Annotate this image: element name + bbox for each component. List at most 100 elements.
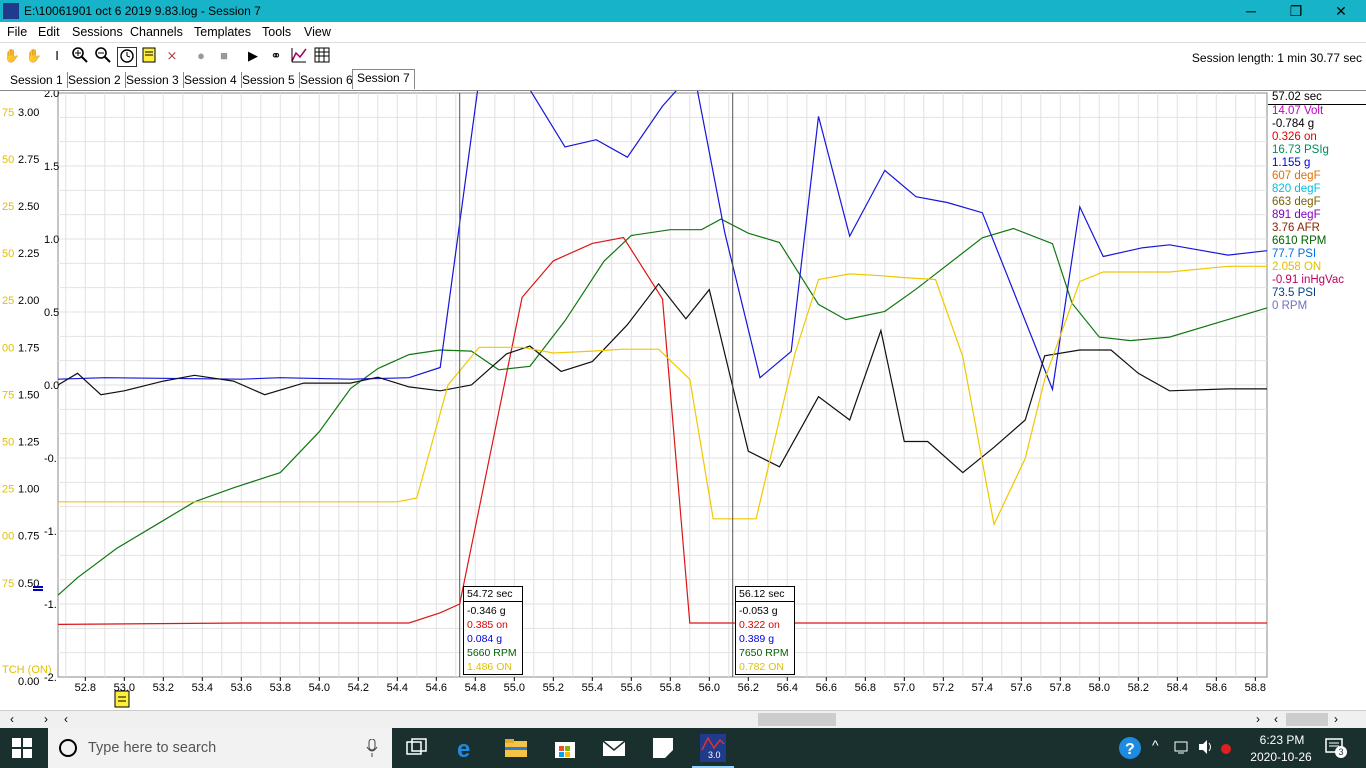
y-tick-label: 1.25 (18, 437, 39, 449)
x-tick-label: 54.2 (348, 682, 369, 694)
menu-bar: File Edit Sessions Channels Templates To… (0, 22, 1366, 42)
help-icon[interactable]: ? (1118, 736, 1142, 760)
volume-icon[interactable] (1198, 739, 1214, 755)
y-tick-label: 2.25 (18, 248, 39, 260)
readout-channel: 607 degF (1272, 170, 1321, 182)
panel-scroll-thumb[interactable] (1286, 713, 1328, 726)
app-icon (3, 3, 19, 19)
notifications-icon[interactable]: 3 (1324, 736, 1347, 758)
y-tick-partial: 00 (2, 342, 14, 354)
y-axis-g: 2.0 1.5 1.0 0.5 0.0 -0. -1. -1. -2. (33, 91, 59, 684)
scroll-left-icon[interactable]: ‹ (10, 712, 14, 726)
x-tick-label: 54.4 (387, 682, 408, 694)
windows-start-icon[interactable] (12, 738, 36, 762)
clock-icon[interactable] (117, 47, 137, 67)
stop-icon[interactable]: ■ (220, 48, 228, 63)
graph-icon[interactable] (290, 47, 308, 65)
binoculars-icon[interactable]: ⚭ (270, 48, 282, 63)
y-tick-label: 0.50 (18, 578, 39, 590)
menu-file[interactable]: File (7, 25, 28, 39)
record-icon[interactable]: ● (197, 48, 205, 63)
y-tick-label: 1.50 (18, 389, 39, 401)
taskbar: Type here to search e 3.0 ? ^ 6:23 PM 20… (0, 728, 1366, 768)
network-icon[interactable] (1174, 739, 1190, 755)
microphone-icon[interactable] (366, 739, 378, 757)
cursor-box-1-time: 54.72 sec (464, 587, 522, 602)
menu-tools[interactable]: Tools (262, 25, 292, 39)
x-tick-label: 52.8 (75, 682, 96, 694)
readout-channel: 6610 RPM (1272, 235, 1327, 247)
play-icon[interactable]: ▶ (248, 48, 258, 63)
y-tick-label: 2.50 (18, 201, 39, 213)
clock-time[interactable]: 6:23 PM (1259, 733, 1305, 747)
hand-grey-icon[interactable]: ✋ (25, 48, 43, 63)
scroll-thumb[interactable] (758, 713, 836, 726)
readout-channel: 77.7 PSI (1272, 248, 1317, 260)
x-tick-label: 58.6 (1206, 682, 1227, 694)
cursor-lines (459, 93, 734, 677)
file-explorer-icon[interactable] (504, 736, 528, 760)
chart-scroll-right-icon[interactable]: › (1256, 712, 1260, 726)
readout-channel: 73.5 PSI (1272, 287, 1317, 299)
markers-icon[interactable]: ⨯ (166, 48, 178, 63)
cursor-box-2-line: 0.322 on (739, 619, 780, 631)
readout-channel: 16.73 PSIg (1272, 144, 1329, 156)
axis-marker (33, 586, 43, 588)
sticky-notes-icon[interactable] (651, 736, 675, 760)
g-tick-label: 1.0 (44, 234, 59, 246)
x-tick-label: 58.8 (1245, 682, 1266, 694)
series-lines (57, 91, 1268, 626)
restore-button[interactable]: ❐ (1289, 3, 1303, 19)
x-tick-label: 56.2 (738, 682, 759, 694)
tab-session-4[interactable]: Session 4 (180, 72, 242, 88)
y-tick-partial: 25 (2, 201, 14, 213)
cursor-box-1: 54.72 sec -0.346 g 0.385 on 0.084 g 5660… (463, 586, 523, 675)
minimize-button[interactable]: ─ (1246, 3, 1256, 19)
error-badge-icon (1221, 744, 1231, 754)
x-tick-label: 57.8 (1050, 682, 1071, 694)
g-tick-label: 2.0 (44, 91, 59, 100)
datalog-app-icon[interactable]: 3.0 (700, 734, 726, 762)
tab-session-6[interactable]: Session 6 (296, 72, 358, 88)
g-tick-label: 0.0 (44, 380, 59, 392)
close-button[interactable]: ✕ (1335, 3, 1347, 19)
x-tick-label: 56.4 (777, 682, 798, 694)
horizontal-scrollbar[interactable]: ‹ › ‹ › ‹ › (0, 710, 1366, 728)
menu-templates[interactable]: Templates (194, 25, 251, 39)
tab-session-3[interactable]: Session 3 (122, 72, 184, 88)
zoom-in-icon[interactable] (71, 47, 89, 65)
series-line (57, 91, 1268, 392)
chart-scroll-left-icon[interactable]: ‹ (64, 712, 68, 726)
tab-session-2[interactable]: Session 2 (64, 72, 126, 88)
clock-date[interactable]: 2020-10-26 (1250, 750, 1312, 764)
menu-channels[interactable]: Channels (130, 25, 183, 39)
edge-browser-icon[interactable]: e (455, 736, 479, 763)
note-icon[interactable] (140, 47, 158, 65)
hand-icon[interactable]: ✋ (3, 48, 21, 63)
x-tick-label: 55.2 (543, 682, 564, 694)
store-icon[interactable] (553, 736, 577, 760)
x-tick-label: 58.4 (1167, 682, 1188, 694)
scroll-right-icon[interactable]: › (44, 712, 48, 726)
panel-scroll-left-icon[interactable]: ‹ (1274, 712, 1278, 726)
y-tick-partial: 25 (2, 295, 14, 307)
menu-edit[interactable]: Edit (38, 25, 60, 39)
zoom-out-icon[interactable] (94, 47, 112, 65)
chevron-up-icon[interactable]: ^ (1152, 737, 1159, 753)
grid-icon[interactable] (313, 47, 331, 65)
tab-session-7[interactable]: Session 7 (352, 69, 415, 89)
task-view-icon[interactable] (404, 736, 428, 760)
title-bar: E:\10061901 oct 6 2019 9.83.log - Sessio… (0, 0, 1366, 22)
text-cursor-icon[interactable]: I (55, 48, 59, 63)
x-tick-label: 55.6 (621, 682, 642, 694)
panel-scroll-right-icon[interactable]: › (1334, 712, 1338, 726)
tab-session-1[interactable]: Session 1 (6, 72, 68, 88)
menu-view[interactable]: View (304, 25, 331, 39)
chart[interactable]: 3.00752.75502.50252.25502.00251.75001.50… (0, 91, 1366, 709)
readout-list: 14.07 Volt -0.784 g 0.326 on 16.73 PSIg 1.15… (1268, 105, 1366, 313)
series-line (58, 265, 1267, 527)
taskbar-search[interactable]: Type here to search (48, 728, 392, 768)
tab-session-5[interactable]: Session 5 (238, 72, 300, 88)
menu-sessions[interactable]: Sessions (72, 25, 123, 39)
mail-icon[interactable] (602, 736, 626, 760)
